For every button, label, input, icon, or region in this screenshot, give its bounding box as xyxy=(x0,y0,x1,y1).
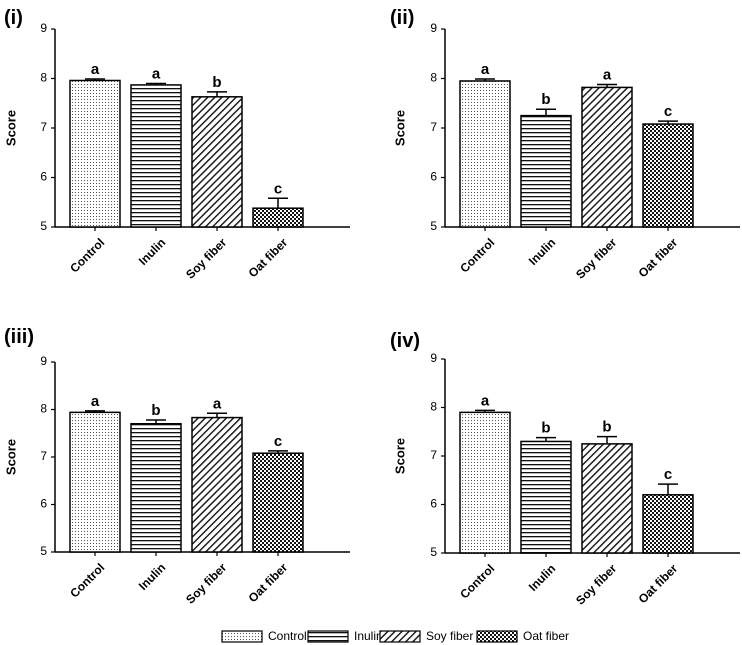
legend-label: Soy fiber xyxy=(426,629,473,643)
legend-swatch xyxy=(379,630,421,643)
x-tick-label: Oat fiber xyxy=(636,235,681,280)
bar-inulin xyxy=(130,84,182,228)
bar-inulin xyxy=(520,114,572,228)
chart-panel-2: (ii) Score 5 6 7 8 9 a Control b Inulin a Soy fiber c… xyxy=(390,7,740,282)
bar-soy-fiber xyxy=(581,443,633,554)
legend-label: Control xyxy=(268,629,307,643)
x-tick-label: Soy fiber xyxy=(573,235,619,281)
legend-item-oat-fiber: Oat fiber xyxy=(476,629,569,643)
bar-soy-fiber xyxy=(191,96,243,228)
bar-inulin xyxy=(520,440,572,554)
legend-item-inulin: Inulin xyxy=(307,629,383,643)
significance-letter: c xyxy=(274,433,282,450)
y-tick-label: 5 xyxy=(40,219,47,233)
y-axis-title: Score xyxy=(392,438,407,474)
y-tick-label: 7 xyxy=(430,120,437,134)
x-tick-label: Inulin xyxy=(136,560,169,593)
y-tick-label: 5 xyxy=(40,544,47,558)
x-tick-label: Inulin xyxy=(136,235,169,268)
panel-label: (ii) xyxy=(390,7,414,29)
legend-swatch xyxy=(476,630,518,643)
y-tick-label: 5 xyxy=(430,545,437,559)
y-tick-label: 9 xyxy=(430,21,437,35)
panel-label: (i) xyxy=(4,7,23,29)
legend: Control Inulin Soy fiber Oat fiber xyxy=(221,629,569,643)
chart-panel-1: (i) Score 5 6 7 8 9 a Control a Inulin b Soy fiber c O… xyxy=(3,7,350,282)
x-tick-label: Control xyxy=(457,235,497,275)
bar-control xyxy=(459,80,511,228)
y-tick-label: 9 xyxy=(430,351,437,365)
x-tick-label: Soy fiber xyxy=(573,561,619,607)
significance-letter: a xyxy=(152,65,161,82)
x-tick-label: Oat fiber xyxy=(636,561,681,606)
significance-letter: c xyxy=(664,103,672,120)
y-axis-title: Score xyxy=(3,110,18,146)
y-tick-label: 6 xyxy=(40,170,47,184)
significance-letter: b xyxy=(541,420,550,437)
y-tick-label: 6 xyxy=(430,170,437,184)
x-tick-label: Inulin xyxy=(526,235,559,268)
panel-label: (iii) xyxy=(4,326,34,348)
legend-label: Inulin xyxy=(354,629,383,643)
legend-swatch xyxy=(221,630,263,643)
significance-letter: a xyxy=(213,395,222,412)
y-tick-label: 7 xyxy=(40,449,47,463)
significance-letter: a xyxy=(603,66,612,83)
x-tick-label: Oat fiber xyxy=(246,235,291,280)
bar-control xyxy=(69,79,121,228)
y-tick-label: 8 xyxy=(430,400,437,414)
y-tick-label: 7 xyxy=(430,448,437,462)
y-tick-label: 9 xyxy=(40,21,47,35)
chart-panel-4: (iv) Score 5 6 7 8 9 a Control b Inulin b Soy fiber c… xyxy=(390,330,740,608)
y-tick-label: 8 xyxy=(430,71,437,85)
y-tick-label: 6 xyxy=(430,497,437,511)
significance-letter: b xyxy=(151,402,160,419)
significance-letter: c xyxy=(274,180,282,197)
x-tick-label: Oat fiber xyxy=(246,560,291,605)
significance-letter: b xyxy=(541,91,550,108)
y-axis-title: Score xyxy=(392,110,407,146)
y-tick-label: 7 xyxy=(40,120,47,134)
y-tick-label: 6 xyxy=(40,497,47,511)
significance-letter: a xyxy=(91,393,100,410)
x-tick-label: Inulin xyxy=(526,561,559,594)
significance-letter: b xyxy=(212,74,221,91)
x-tick-label: Soy fiber xyxy=(183,560,229,606)
y-tick-label: 8 xyxy=(40,71,47,85)
panel-label: (iv) xyxy=(390,330,420,352)
bar-oat-fiber xyxy=(252,452,304,553)
legend-label: Oat fiber xyxy=(523,629,569,643)
legend-swatch xyxy=(307,630,349,643)
bar-soy-fiber xyxy=(191,416,243,553)
y-tick-label: 8 xyxy=(40,402,47,416)
bar-inulin xyxy=(130,423,182,553)
significance-letter: b xyxy=(602,419,611,436)
significance-letter: a xyxy=(481,392,490,409)
significance-letter: a xyxy=(91,61,100,78)
y-tick-label: 5 xyxy=(430,219,437,233)
y-axis-title: Score xyxy=(3,439,18,475)
bar-oat-fiber xyxy=(642,494,694,554)
chart-panel-3: (iii) Score 5 6 7 8 9 a Control b Inulin a Soy fiber… xyxy=(3,326,350,607)
x-tick-label: Control xyxy=(457,561,497,601)
significance-letter: a xyxy=(481,61,490,78)
significance-letter: c xyxy=(664,466,672,483)
bar-oat-fiber xyxy=(642,123,694,228)
x-tick-label: Soy fiber xyxy=(183,235,229,281)
legend-item-control: Control xyxy=(221,629,307,643)
bar-control xyxy=(459,411,511,554)
bar-soy-fiber xyxy=(581,86,633,228)
x-tick-label: Control xyxy=(67,235,107,275)
x-tick-label: Control xyxy=(67,560,107,600)
bar-oat-fiber xyxy=(252,207,304,228)
legend-item-soy-fiber: Soy fiber xyxy=(379,629,473,643)
bar-control xyxy=(69,411,121,553)
y-tick-label: 9 xyxy=(40,354,47,368)
